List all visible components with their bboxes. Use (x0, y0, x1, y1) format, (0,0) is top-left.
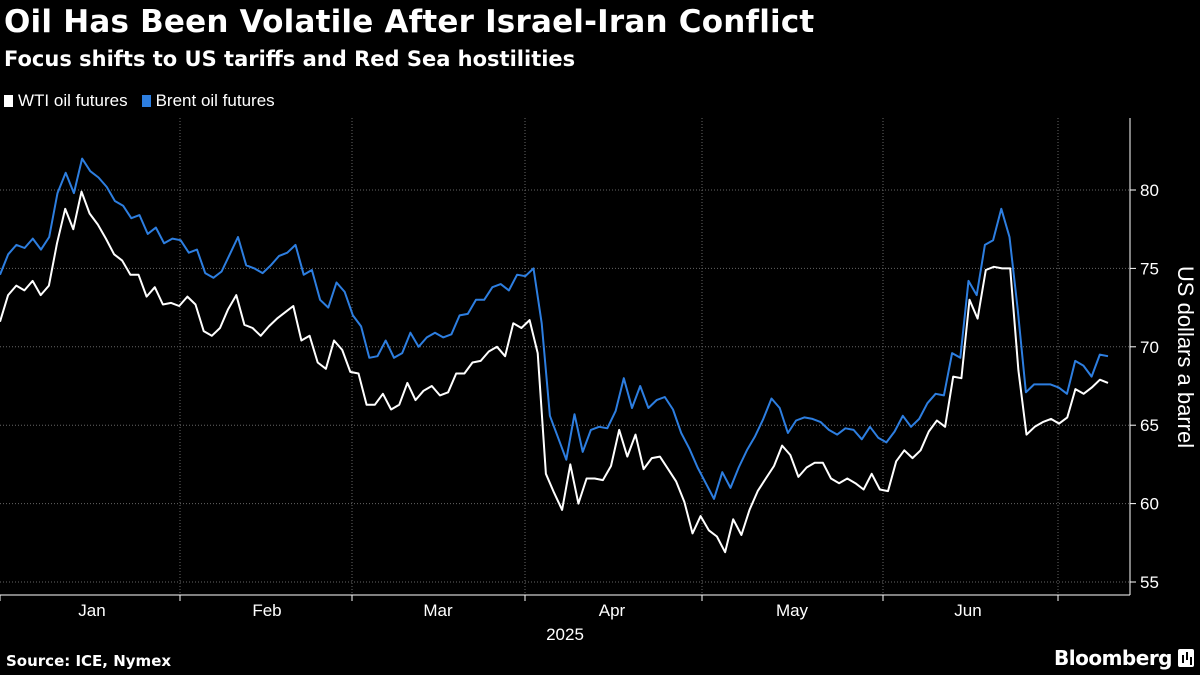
y-tick-label: 60 (1140, 495, 1159, 514)
y-axis-title: US dollars a barrel (1173, 266, 1198, 448)
y-tick-label: 65 (1140, 416, 1159, 435)
axis-layer: 55 60 65 70 75 80 Jan Feb Mar Apr May Jun 2025 US dol… (0, 118, 1198, 644)
wti-series-line (0, 190, 1109, 554)
x-tick-label: Feb (252, 601, 281, 620)
legend-label-brent: Brent oil futures (155, 91, 275, 110)
series-layer (0, 157, 1109, 554)
legend-label-wti: WTI oil futures (18, 91, 128, 110)
y-tick-label: 75 (1140, 259, 1159, 278)
legend-swatch-wti (4, 95, 13, 107)
x-tick-label: Mar (423, 601, 453, 620)
x-axis-year-label: 2025 (546, 625, 584, 644)
grid-layer (0, 118, 1130, 595)
legend-item-brent: Brent oil futures (141, 91, 275, 111)
x-tick-label: Jun (954, 601, 981, 620)
legend-item-wti: WTI oil futures (4, 91, 128, 111)
y-tick-label: 55 (1140, 573, 1159, 592)
x-tick-label: Jan (78, 601, 105, 620)
x-tick-label: Apr (599, 601, 626, 620)
y-tick-label: 70 (1140, 338, 1159, 357)
bloomberg-logo: Bloomberg (1054, 646, 1172, 670)
y-tick-label: 80 (1140, 181, 1159, 200)
bloomberg-chart-icon (1178, 649, 1194, 667)
source-note: Source: ICE, Nymex (6, 652, 172, 670)
x-tick-label: May (776, 601, 809, 620)
brent-series-line (0, 157, 1109, 500)
legend: WTI oil futures Brent oil futures (4, 91, 275, 111)
chart-subtitle: Focus shifts to US tariffs and Red Sea h… (4, 47, 576, 71)
legend-swatch-brent (141, 95, 151, 107)
chart-title: Oil Has Been Volatile After Israel-Iran … (4, 4, 815, 40)
